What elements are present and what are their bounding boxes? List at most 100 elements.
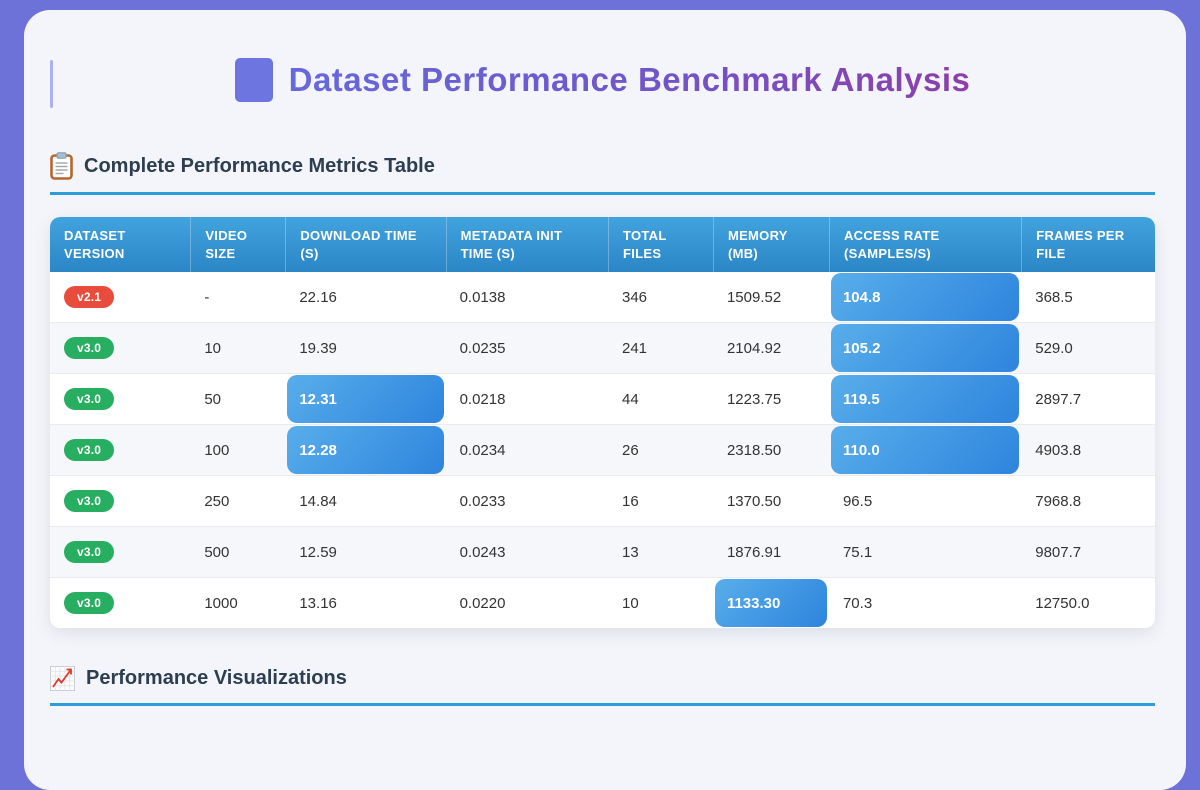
- version-cell: v3.0: [50, 323, 191, 375]
- metric-cell: 26: [607, 425, 713, 477]
- metric-cell: 1370.50: [712, 476, 829, 528]
- metric-cell: 1509.52: [712, 272, 829, 324]
- metric-cell-highlighted: 104.8: [828, 272, 1022, 324]
- table-row: v3.0 250 14.84 0.0233 16 1370.50 96.5 7968.8: [50, 476, 1155, 528]
- metric-cell: 500: [190, 527, 286, 579]
- metric-cell: 19.39: [285, 323, 446, 375]
- metric-cell: 0.0235: [445, 323, 608, 375]
- viz-section-title: Performance Visualizations: [86, 667, 347, 690]
- metric-cell: 7968.8: [1021, 476, 1155, 528]
- version-cell: v3.0: [50, 527, 191, 579]
- metric-cell: 4903.8: [1021, 425, 1155, 477]
- column-header-1: DATASET VERSION: [50, 217, 191, 273]
- metric-cell: 12.59: [285, 527, 446, 579]
- metric-cell: 250: [190, 476, 286, 528]
- metric-cell-highlighted: 1133.30: [713, 578, 829, 628]
- column-header-2: VIDEO SIZE: [190, 217, 286, 273]
- viz-section-heading: Performance Visualizations: [50, 666, 1155, 707]
- metric-cell: 368.5: [1021, 272, 1155, 324]
- table-header-row: DATASET VERSION VIDEO SIZE DOWNLOAD TIME (…: [50, 217, 1155, 273]
- table-row: v3.0 10 19.39 0.0235 241 2104.92 105.2 529.0: [50, 323, 1155, 375]
- table-row: v3.0 1000 13.16 0.0220 10 1133.30 70.3 12750.0: [50, 578, 1155, 628]
- metric-cell: 9807.7: [1021, 527, 1155, 579]
- title-left-rule: [50, 60, 53, 108]
- title-square-icon: [234, 58, 273, 102]
- highlight-pill: 1133.30: [714, 579, 827, 628]
- metric-cell: 0.0218: [445, 374, 608, 426]
- metric-cell: -: [190, 272, 286, 324]
- metric-cell: 13.16: [299, 594, 337, 612]
- metric-cell: 96.5: [828, 476, 1022, 528]
- metric-cell: 1876.91: [712, 527, 829, 579]
- table-row: v2.1 -22.16 0.0138 346 1509.52 104.8 368.5: [50, 272, 1155, 324]
- column-header-6: MEMORY (MB): [712, 217, 829, 273]
- metric-cell-highlighted: 12.28: [285, 425, 446, 477]
- highlight-pill: 12.31: [287, 375, 444, 424]
- metric-cell: 50: [190, 374, 286, 426]
- version-badge: v3.0: [64, 592, 115, 615]
- metric-cell-highlighted: 105.2: [828, 323, 1022, 375]
- metric-cell: 241: [607, 323, 713, 375]
- metric-cell: 0.0138: [445, 272, 608, 324]
- metric-cell: 0.0243: [445, 527, 608, 579]
- metrics-section-heading: Complete Performance Metrics Table: [50, 152, 1155, 195]
- highlight-pill: 12.28: [287, 426, 444, 475]
- version-badge: v2.1: [64, 286, 115, 309]
- table-row: v3.0 50 12.31 0.0218 44 1223.75 119.5 2897.7: [50, 374, 1155, 426]
- metrics-section-title: Complete Performance Metrics Table: [84, 154, 435, 177]
- version-cell: v2.1: [50, 272, 191, 324]
- column-header-4: METADATA INIT TIME (S): [445, 217, 608, 273]
- version-cell: v3.0: [50, 578, 190, 628]
- metric-cell: 10: [190, 323, 286, 375]
- metric-cell: 22.16: [285, 272, 446, 324]
- version-cell: v3.0: [50, 425, 191, 477]
- metric-cell: 75.1: [828, 527, 1022, 579]
- version-cell: v3.0: [50, 476, 191, 528]
- metric-cell-highlighted: 12.31: [285, 374, 446, 426]
- metric-cell: 13: [607, 527, 713, 579]
- highlight-pill: 119.5: [830, 375, 1020, 424]
- metric-cell-highlighted: 110.0: [828, 425, 1022, 477]
- metric-cell: 70.3: [842, 594, 873, 612]
- metric-cell: 1000: [204, 594, 238, 612]
- metric-cell: 346: [607, 272, 713, 324]
- column-header-7: ACCESS RATE (SAMPLES/S): [828, 217, 1022, 273]
- column-header-8: FRAMES PER FILE: [1021, 217, 1155, 273]
- metric-cell: 0.0220: [459, 594, 506, 612]
- metric-cell: 12750.0: [1035, 594, 1090, 612]
- metric-cell: 100: [190, 425, 286, 477]
- highlight-pill: 105.2: [830, 324, 1020, 373]
- page-title: Dataset Performance Benchmark Analysis: [234, 58, 971, 102]
- metric-cell: 2897.7: [1021, 374, 1155, 426]
- title-block: Dataset Performance Benchmark Analysis: [50, 58, 1155, 120]
- metric-cell: 1223.75: [712, 374, 829, 426]
- chart-icon: [50, 666, 75, 692]
- table-row: v3.0 500 12.59 0.0243 13 1876.91 75.1 9807.7: [50, 527, 1155, 579]
- metrics-table: DATASET VERSION VIDEO SIZE DOWNLOAD TIME (…: [50, 217, 1155, 628]
- metrics-table-card: DATASET VERSION VIDEO SIZE DOWNLOAD TIME (…: [50, 217, 1155, 629]
- table-row: v3.0 100 12.28 0.0234 26 2318.50 110.0 4903.8: [50, 425, 1155, 477]
- page-title-text: Dataset Performance Benchmark Analysis: [288, 61, 971, 98]
- version-cell: v3.0: [50, 374, 191, 426]
- metric-cell: 0.0233: [445, 476, 608, 528]
- highlight-pill: 110.0: [830, 426, 1020, 475]
- metric-cell: 0.0234: [445, 425, 608, 477]
- metric-cell-highlighted: 119.5: [828, 374, 1022, 426]
- metric-cell: 16: [607, 476, 713, 528]
- metric-cell: 2318.50: [712, 425, 829, 477]
- metric-cell: 14.84: [285, 476, 446, 528]
- version-badge: v3.0: [64, 541, 115, 564]
- highlight-pill: 104.8: [830, 273, 1020, 322]
- column-header-5: TOTAL FILES: [607, 217, 713, 273]
- metric-cell: 10: [621, 594, 639, 612]
- version-badge: v3.0: [64, 439, 115, 462]
- metric-cell: 44: [607, 374, 713, 426]
- column-header-3: DOWNLOAD TIME (S): [285, 217, 446, 273]
- report-card: Dataset Performance Benchmark Analysis C…: [24, 10, 1186, 790]
- version-badge: v3.0: [64, 337, 115, 360]
- version-badge: v3.0: [64, 388, 115, 411]
- metric-cell: 529.0: [1021, 323, 1155, 375]
- version-badge: v3.0: [64, 490, 115, 513]
- metric-cell: 2104.92: [712, 323, 829, 375]
- clipboard-icon: [50, 152, 73, 180]
